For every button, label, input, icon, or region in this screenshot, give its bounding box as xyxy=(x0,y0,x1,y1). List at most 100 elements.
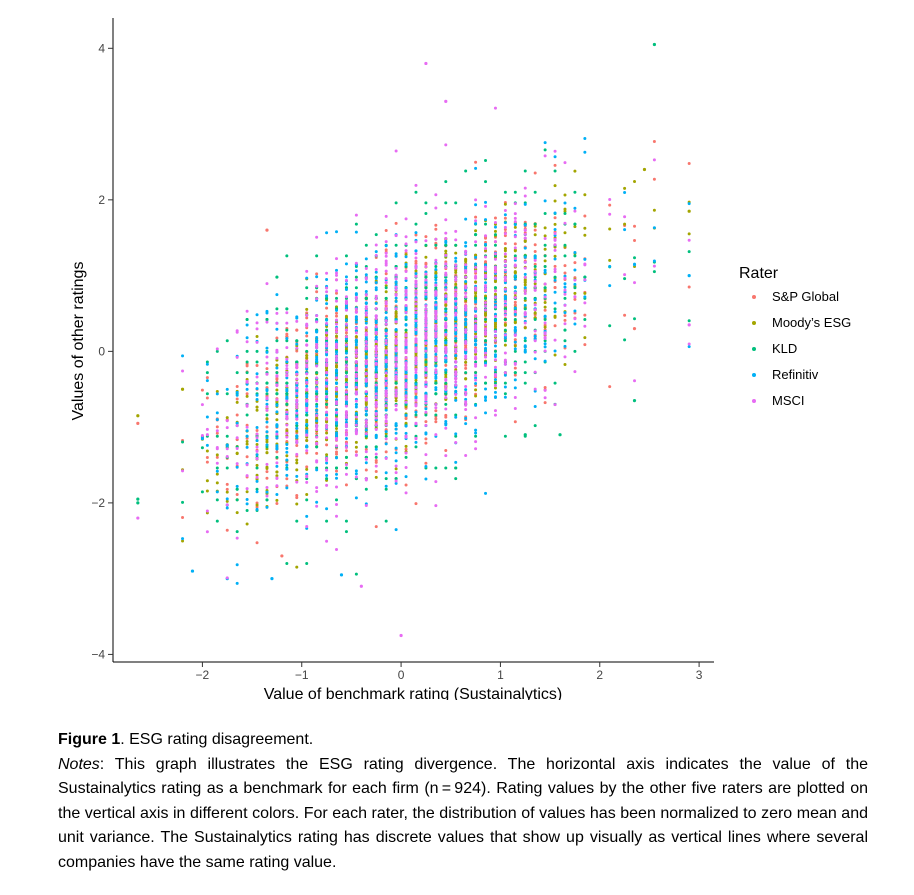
data-point xyxy=(493,315,497,319)
data-point xyxy=(424,374,428,378)
data-point xyxy=(265,320,269,324)
data-point xyxy=(687,238,691,242)
data-point xyxy=(285,414,289,418)
data-point xyxy=(235,355,239,359)
data-point xyxy=(543,247,547,251)
data-point xyxy=(394,431,398,435)
data-point xyxy=(424,453,428,457)
data-point xyxy=(364,355,368,359)
data-point xyxy=(434,346,438,350)
data-point xyxy=(503,362,507,366)
data-point xyxy=(344,301,348,305)
data-point xyxy=(493,289,497,293)
data-point xyxy=(245,380,249,384)
data-point xyxy=(315,357,319,361)
data-point xyxy=(503,234,507,238)
data-point xyxy=(205,376,209,380)
data-point xyxy=(325,453,329,457)
data-point xyxy=(225,487,229,491)
data-point xyxy=(285,339,289,343)
data-point xyxy=(563,201,567,205)
data-point xyxy=(285,328,289,332)
data-point xyxy=(533,262,537,266)
data-point xyxy=(404,390,408,394)
data-point xyxy=(464,388,468,392)
data-point xyxy=(414,231,418,235)
data-point xyxy=(523,348,527,352)
data-point xyxy=(255,321,259,325)
data-point xyxy=(434,406,438,410)
data-point xyxy=(344,472,348,476)
data-point xyxy=(325,294,329,298)
data-point xyxy=(225,528,229,532)
data-point xyxy=(364,362,368,366)
data-point xyxy=(354,405,358,409)
data-point xyxy=(454,460,458,464)
data-point xyxy=(444,388,448,392)
data-point xyxy=(374,267,378,271)
data-point xyxy=(533,318,537,322)
data-point xyxy=(354,351,358,355)
data-point xyxy=(384,484,388,488)
data-point xyxy=(633,224,637,228)
data-point xyxy=(414,445,418,449)
data-point xyxy=(513,285,517,289)
data-point xyxy=(414,183,418,187)
data-point xyxy=(374,445,378,449)
data-point xyxy=(384,519,388,523)
data-point xyxy=(295,426,299,430)
data-point xyxy=(533,270,537,274)
data-point xyxy=(434,326,438,330)
data-point xyxy=(523,266,527,270)
data-point xyxy=(305,316,309,320)
data-point xyxy=(325,314,329,318)
data-point xyxy=(573,222,577,226)
data-point xyxy=(374,323,378,327)
data-point xyxy=(424,286,428,290)
data-point xyxy=(285,486,289,490)
data-point xyxy=(424,292,428,296)
data-point xyxy=(434,320,438,324)
data-point xyxy=(523,202,527,206)
data-point xyxy=(275,432,279,436)
data-point xyxy=(200,434,204,438)
data-point xyxy=(543,388,547,392)
data-point xyxy=(325,519,329,523)
data-point xyxy=(414,434,418,438)
data-point xyxy=(553,310,557,314)
data-point xyxy=(493,390,497,394)
data-point xyxy=(454,441,458,445)
data-point xyxy=(344,278,348,282)
legend-entry: MSCI xyxy=(772,393,805,408)
data-point xyxy=(394,349,398,353)
data-point xyxy=(687,250,691,254)
data-point xyxy=(374,314,378,318)
data-point xyxy=(573,209,577,213)
data-point xyxy=(464,241,468,245)
data-point xyxy=(414,421,418,425)
data-point xyxy=(325,428,329,432)
data-point xyxy=(503,255,507,259)
data-point xyxy=(275,327,279,331)
data-point xyxy=(285,388,289,392)
data-point xyxy=(434,311,438,315)
data-point xyxy=(454,256,458,260)
data-point xyxy=(325,337,329,341)
x-axis-ticks: −2 −1 0 1 2 3 xyxy=(196,662,703,682)
data-point xyxy=(404,447,408,451)
data-point xyxy=(305,367,309,371)
data-point xyxy=(364,461,368,465)
data-point xyxy=(563,292,567,296)
data-point xyxy=(503,371,507,375)
data-point xyxy=(245,403,249,407)
data-point xyxy=(484,281,488,285)
data-point xyxy=(474,434,478,438)
data-point xyxy=(245,487,249,491)
data-point xyxy=(344,379,348,383)
data-point xyxy=(305,269,309,273)
data-point xyxy=(523,260,527,264)
data-point xyxy=(265,425,269,429)
data-point xyxy=(573,254,577,258)
data-point xyxy=(245,508,249,512)
data-point xyxy=(687,342,691,346)
